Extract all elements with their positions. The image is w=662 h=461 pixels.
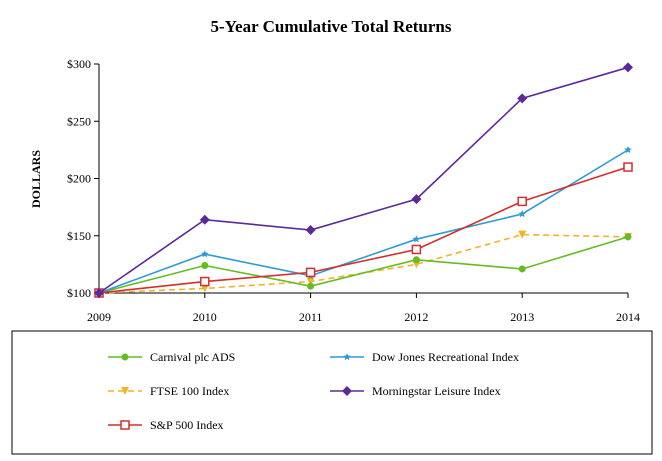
series-4 [94,162,633,298]
legend-item: Morningstar Leisure Index [330,384,501,398]
legend-item: Carnival plc ADS [108,350,235,364]
data-point [411,194,422,205]
data-point [624,233,632,241]
data-point [412,256,420,264]
legend-swatch-marker [120,420,130,430]
data-point [307,282,315,290]
data-point [623,62,633,73]
series-line [98,166,629,294]
data-point [518,210,526,218]
legend-label: Dow Jones Recreational Index [372,350,519,364]
x-tick-label: 2012 [404,310,428,324]
data-point [305,225,316,236]
legend-swatch-marker [121,353,129,361]
data-point [412,235,421,243]
legend-label: Carnival plc ADS [150,350,235,364]
data-point [94,288,104,298]
data-point [623,162,633,172]
data-point [518,230,527,239]
y-axis-label: DOLLARS [29,150,43,208]
legend-label: Morningstar Leisure Index [372,384,501,398]
series-3 [94,62,633,298]
data-point [517,196,527,207]
x-tick-label: 2011 [299,310,323,324]
legend-item: FTSE 100 Index [108,384,229,398]
data-point [200,276,210,287]
data-point [411,244,422,255]
chart-title: 5-Year Cumulative Total Returns [211,17,452,36]
y-tick-label: $250 [67,114,91,128]
legend-label: FTSE 100 Index [150,384,229,398]
y-tick-label: $100 [67,286,91,300]
legend: Carnival plc ADS Dow Jones Recreational I… [108,350,519,432]
series-line [98,66,629,294]
data-point [200,284,209,293]
series-line [98,149,629,294]
data-point [624,145,632,154]
data-point [199,214,210,225]
legend-swatch-marker [343,353,351,361]
legend-swatch-marker [342,386,352,396]
data-point [201,262,209,270]
x-tick-label: 2009 [87,310,111,324]
legend-swatch-marker [121,387,129,395]
legend-box [11,330,653,455]
legend-item: Dow Jones Recreational Index [330,350,519,364]
axes: $100 $150 $200 $250 $300 2009 2010 2011 2012 2013… [67,57,640,324]
data-point [518,265,526,273]
y-tick-label: $200 [67,172,91,186]
x-tick-label: 2014 [616,310,640,324]
legend-label: S&P 500 Index [150,418,224,432]
y-tick-label: $300 [67,57,91,71]
series-layer [94,62,633,298]
data-point [201,250,209,258]
series-line [98,236,629,294]
y-tick-label: $150 [67,229,91,243]
data-point [305,267,316,278]
data-point [517,93,528,104]
data-point [306,277,315,286]
legend-item: S&P 500 Index [108,418,224,432]
x-tick-label: 2013 [510,310,534,324]
x-tick-label: 2010 [193,310,217,324]
